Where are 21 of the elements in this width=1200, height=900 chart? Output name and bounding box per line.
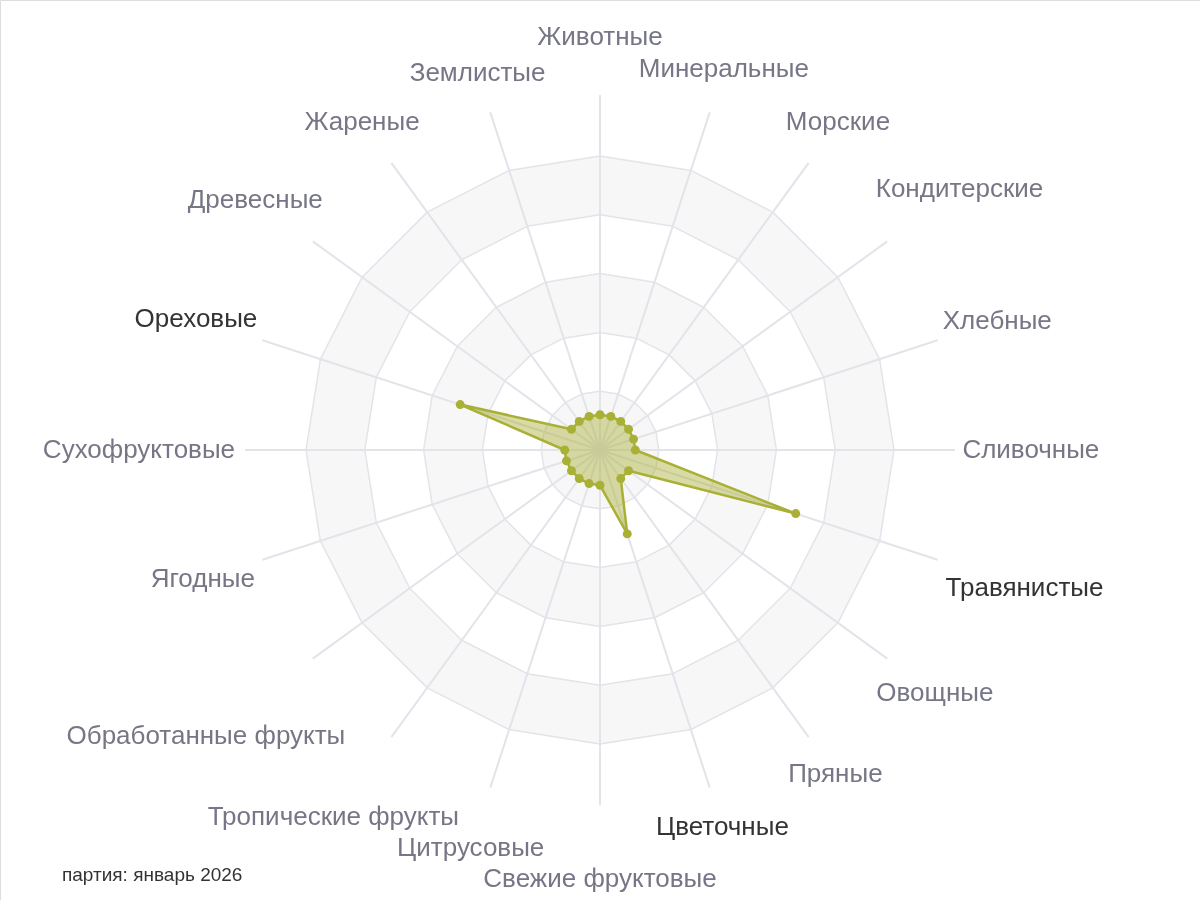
spoke-label: Минеральные [638,52,809,83]
spoke-label: Пряные [788,757,883,788]
spoke-label: Сухофруктовые [42,434,236,464]
spoke-label: Ягодные [150,563,255,594]
spoke-label: Цветочные [655,810,789,841]
spoke-label: Сливочные [962,434,1100,464]
spoke-label: Древесные [187,183,323,214]
text: партия: январь 2026 [62,864,243,885]
spoke-label: Морские [785,106,891,137]
spoke-label: Обработанные фрукты [66,720,346,751]
spoke-label: Ореховые [134,302,258,333]
spoke-label: Свежие фруктовые [483,862,717,893]
spoke-label: Жареные [304,106,420,137]
spoke-label: Землистые [409,57,546,88]
spoke-label: Животные [537,21,663,52]
spoke-label: Кондитерские [875,172,1044,203]
spoke-label: Хлебные [942,304,1052,335]
spoke-label: Цитрусовые [397,831,545,862]
spoke-label: Тропические фрукты [207,801,460,831]
spoke-label: Травянистые [945,571,1104,602]
spoke-label: Овощные [876,677,994,708]
